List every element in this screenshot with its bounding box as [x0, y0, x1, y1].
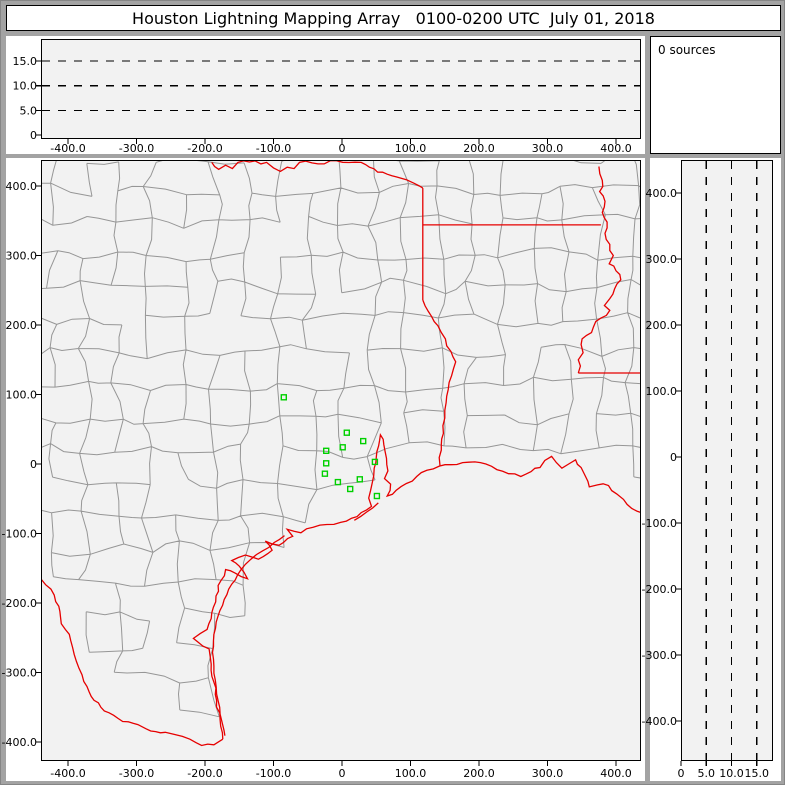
mississippi-river — [577, 166, 622, 374]
tick-label: 200.0 — [6, 319, 38, 332]
tick-label: 0 — [678, 767, 685, 780]
tick-label: 0 — [30, 129, 37, 142]
tick-label: 400.0 — [6, 180, 38, 193]
tick-label: -300.0 — [119, 767, 154, 780]
tick-label: 400.0 — [646, 187, 678, 200]
tick-label: 300.0 — [646, 253, 678, 266]
tick-label: -100.0 — [256, 142, 291, 155]
lma-station-marker — [323, 460, 330, 467]
title-bar: Houston Lightning Mapping Array 0100-020… — [6, 5, 781, 31]
galveston-island — [353, 502, 379, 521]
lma-station-marker — [280, 394, 287, 401]
tick-label: 0 — [670, 451, 677, 464]
tick-label: 200.0 — [463, 767, 495, 780]
lma-station-marker — [334, 478, 342, 486]
tick-label: 400.0 — [600, 142, 632, 155]
lma-station-markers — [280, 394, 381, 500]
tick-label: 10.0 — [719, 767, 744, 780]
red-river-tx-ok-border — [211, 161, 424, 189]
tick-label: -100.0 — [2, 528, 37, 541]
tick-label: 0 — [339, 142, 346, 155]
tick-label: 5.0 — [698, 767, 716, 780]
map-axes: -400.0 -300.0 -200.0 -100.0 0 100.0 200.0 300.0… — [2, 180, 632, 780]
tick-label: -400.0 — [642, 715, 677, 728]
tick-label: 300.0 — [6, 250, 38, 263]
tick-label: -300.0 — [2, 667, 37, 680]
tick-label: 5.0 — [20, 104, 38, 117]
tick-label: -100.0 — [642, 517, 677, 530]
tick-label: 100.0 — [395, 142, 427, 155]
sources-panel: 0 sources — [650, 36, 781, 154]
tick-label: -300.0 — [642, 649, 677, 662]
lma-station-marker — [356, 476, 363, 483]
tick-label: 300.0 — [532, 767, 564, 780]
tick-label: 200.0 — [646, 319, 678, 332]
lma-station-marker — [339, 444, 346, 451]
padre-island-barrier — [211, 535, 285, 736]
map-plot-box — [40, 159, 642, 762]
tick-label: -300.0 — [119, 142, 154, 155]
tick-label: 10.0 — [13, 80, 38, 93]
tick-label: -400.0 — [50, 142, 85, 155]
lma-station-marker — [371, 458, 379, 466]
lma-station-marker — [323, 447, 330, 454]
lma-station-marker — [321, 470, 329, 477]
tick-label: -200.0 — [187, 142, 222, 155]
county-boundaries — [42, 161, 640, 718]
tick-label: -400.0 — [2, 736, 37, 749]
tick-label: 0 — [339, 767, 346, 780]
sabine-river-tx-la-border — [422, 299, 457, 466]
map-content — [42, 161, 640, 747]
tick-label: 15.0 — [745, 767, 770, 780]
altitude-right-plot-box — [680, 159, 774, 762]
page-title: Houston Lightning Mapping Array 0100-020… — [132, 8, 655, 28]
lma-station-marker — [343, 429, 350, 436]
tick-label: 100.0 — [646, 385, 678, 398]
tick-label: 400.0 — [600, 767, 632, 780]
gulf-coastline — [192, 432, 640, 740]
tick-label: -200.0 — [642, 583, 677, 596]
state-borders-and-coastline — [42, 161, 640, 747]
altitude-top-panel: 15.0 10.0 5.0 0 -400.0 -300.0 -200.0 -100.0 0 100… — [13, 55, 640, 155]
lma-station-marker — [360, 437, 367, 445]
tick-label: -200.0 — [187, 767, 222, 780]
lma-station-marker — [347, 485, 354, 493]
tick-label: 15.0 — [13, 55, 38, 68]
tick-label: 300.0 — [532, 142, 564, 155]
tick-label: -100.0 — [256, 767, 291, 780]
altitude-top-plot-box — [40, 38, 642, 140]
tick-label: -400.0 — [50, 767, 85, 780]
sources-count-label: 0 sources — [658, 43, 716, 57]
tick-label: 100.0 — [6, 389, 38, 402]
tick-label: 100.0 — [395, 767, 427, 780]
tick-label: -200.0 — [2, 597, 37, 610]
altitude-right-panel: 0 5.0 10.0 15.0 400.0 300.0 200.0 100.0 0 -100.0 -… — [642, 161, 769, 780]
tick-label: 200.0 — [463, 142, 495, 155]
rio-grande — [42, 579, 224, 747]
tick-label: 0 — [30, 458, 37, 471]
lma-station-marker — [373, 492, 381, 500]
